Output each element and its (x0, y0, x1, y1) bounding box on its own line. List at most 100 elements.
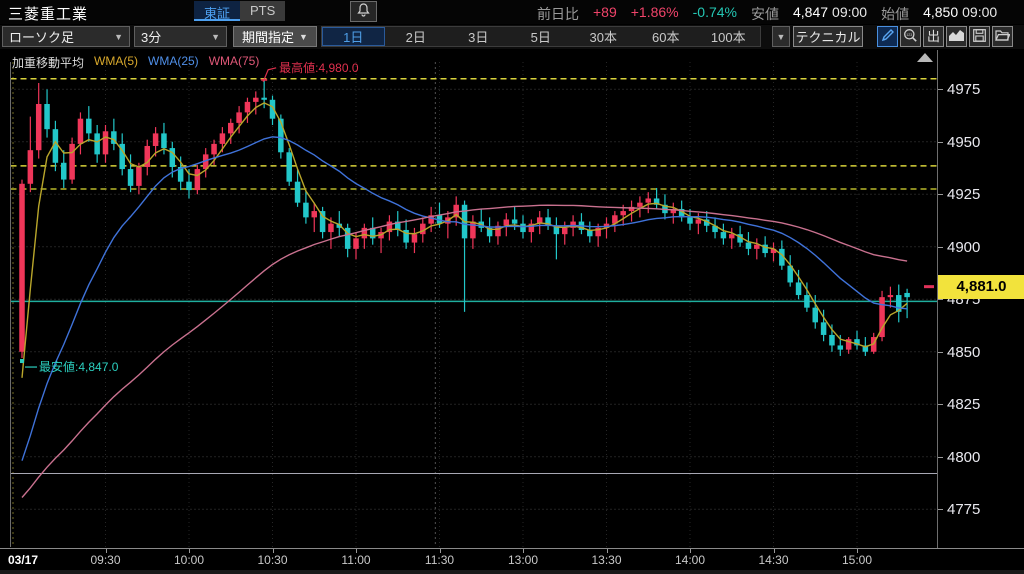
horizontal-scrollbar[interactable] (0, 570, 1024, 574)
open-chart-button[interactable] (992, 26, 1013, 47)
time-tick-mark (606, 549, 608, 553)
open-label: 始値 (881, 6, 910, 22)
candle (470, 221, 476, 239)
export-button[interactable]: 出 (923, 26, 944, 47)
candle (678, 208, 685, 218)
candle (186, 181, 192, 191)
magnifier-123-icon: 123 (903, 28, 918, 46)
candle (553, 225, 560, 235)
chevron-down-icon: ▼ (299, 31, 308, 42)
pts-change-percent: -0.74% (692, 4, 737, 20)
candle (202, 154, 209, 170)
high-annotation-label: 最高値:4,980.0 (279, 60, 359, 75)
draw-pencil-button[interactable] (877, 26, 898, 47)
pencil-icon (881, 28, 895, 45)
candle (887, 295, 894, 298)
candle (111, 131, 117, 144)
area-chart-button[interactable] (946, 26, 967, 47)
candle (703, 219, 710, 226)
candle (453, 204, 459, 218)
technical-button[interactable]: テクニカル (793, 26, 863, 47)
high-leader-line (262, 67, 277, 83)
candle (829, 334, 835, 346)
period-select-button[interactable]: 期間指定 ▼ (233, 26, 317, 47)
low-time: 09:00 (832, 4, 868, 20)
candle (536, 217, 543, 224)
candlestick-chart[interactable]: 加重移動平均 WMA(5) WMA(25) WMA(75) 最高値:4,980.0 最… (0, 50, 940, 548)
candle (486, 227, 493, 237)
chart-type-select[interactable]: ローソク足 ▼ (2, 26, 130, 47)
candle (219, 133, 226, 144)
plot-area[interactable]: 最高値:4,980.0 最安値:4,847.0 (0, 50, 940, 548)
change-value: +89 (593, 4, 617, 20)
ma-legend-item: WMA(5) (94, 54, 139, 68)
interval-select[interactable]: 3分 ▼ (134, 26, 227, 47)
save-disk-icon (973, 28, 986, 45)
candle (127, 169, 134, 186)
candle (812, 307, 818, 323)
candle (353, 238, 359, 249)
price-tick-label: 4800 (947, 448, 981, 466)
ma-legend: 加重移動平均 WMA(5) WMA(25) WMA(75) (12, 54, 269, 71)
price-tick-label: 4900 (947, 238, 981, 256)
price-tick-label: 4850 (947, 343, 981, 361)
candle (319, 211, 326, 233)
alert-bell-button[interactable] (350, 1, 377, 22)
candle (653, 198, 660, 205)
candle (904, 292, 910, 298)
candle (61, 162, 67, 180)
candle (528, 223, 535, 233)
time-tick-mark (857, 549, 858, 553)
candle (361, 227, 368, 239)
range-tab-30本[interactable]: 30本 (589, 30, 617, 45)
range-tab-100本[interactable]: 100本 (710, 30, 746, 45)
candle (520, 223, 526, 233)
price-tick-mark (938, 509, 943, 511)
zoom-123-button[interactable]: 123 (900, 26, 921, 47)
range-tab-60本[interactable]: 60本 (652, 30, 680, 45)
time-tick-mark (690, 549, 691, 553)
range-tab-5日[interactable]: 5日 (530, 30, 551, 45)
candle (328, 223, 334, 233)
open-value: 4,850 (923, 4, 959, 20)
candle (311, 211, 317, 218)
candle (687, 217, 693, 224)
save-button[interactable] (969, 26, 990, 47)
ma-legend-title: 加重移動平均 (12, 56, 85, 70)
price-tick-mark (938, 194, 943, 196)
candle (787, 265, 793, 283)
range-tab-3日[interactable]: 3日 (468, 30, 489, 45)
range-tab-1日[interactable]: 1日 (322, 27, 385, 46)
tab-tse[interactable]: 東証 (194, 1, 241, 21)
time-tick-label: 10:00 (173, 553, 205, 567)
candle (729, 234, 735, 239)
candle (261, 97, 267, 100)
candle (511, 219, 518, 224)
range-more-dropdown[interactable]: ▼ (772, 26, 790, 47)
ma-legend-item: WMA(75) (208, 54, 260, 68)
price-tick-mark (938, 351, 943, 353)
candle (720, 232, 727, 239)
candle (428, 215, 434, 224)
candle (562, 227, 568, 235)
time-tick-mark (189, 549, 190, 553)
quote-stats: 前日比 +89 +1.86% -0.74% 安値 4,847 09:00 始値 … (537, 4, 1011, 24)
price-tick-mark (938, 299, 943, 301)
candle (779, 248, 785, 266)
candle (27, 150, 34, 184)
time-tick-label: 09:30 (90, 553, 121, 567)
candle (670, 208, 677, 214)
candle (102, 131, 109, 155)
range-tab-2日[interactable]: 2日 (405, 30, 426, 45)
scroll-up-arrow-icon[interactable] (917, 53, 933, 62)
candle (628, 206, 635, 212)
candle (637, 202, 643, 207)
price-tick-label: 4825 (947, 396, 981, 414)
candle (86, 118, 92, 134)
candle (745, 242, 752, 249)
candle (762, 244, 768, 254)
tab-pts[interactable]: PTS (240, 1, 286, 21)
bell-icon (357, 3, 370, 20)
candle (136, 166, 142, 186)
